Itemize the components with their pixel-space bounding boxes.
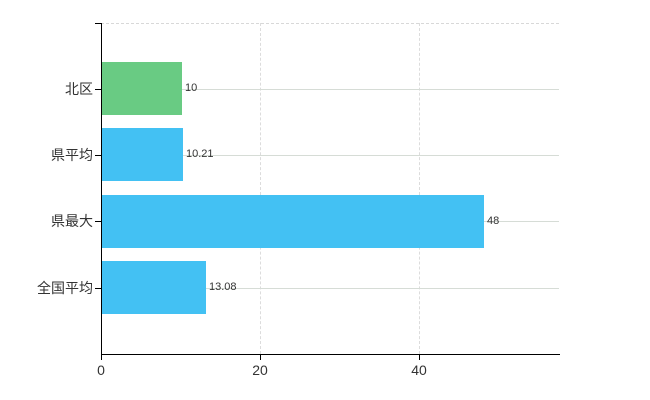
vertical-gridline-20 [260,23,261,354]
value-label-県平均: 10.21 [186,148,214,160]
horizontal-gridline-1 [101,155,559,156]
bar-県最大 [102,195,484,248]
y-axis-tick-0 [95,89,101,90]
value-label-県最大: 48 [487,215,500,227]
y-axis-tick-3 [95,288,101,289]
value-label-北区: 10 [185,82,198,94]
x-axis-line [101,354,560,355]
plot-top-border [101,23,559,24]
x-tick-label-40: 40 [411,362,427,378]
bar-県平均 [102,128,183,181]
y-axis-tick-1 [95,155,101,156]
x-axis-tick-0 [101,355,102,360]
x-axis-tick-40 [419,355,420,360]
category-label-2: 県最大 [51,213,93,229]
y-axis-line [101,23,102,354]
category-label-1: 県平均 [51,147,93,163]
x-tick-label-20: 20 [252,362,268,378]
y-axis-end-tick [95,23,101,24]
bar-北区 [102,62,182,115]
horizontal-gridline-0 [101,89,559,90]
value-label-全国平均: 13.08 [209,281,237,293]
vertical-gridline-40 [419,23,420,354]
bar-全国平均 [102,261,206,314]
category-label-0: 北区 [65,81,93,97]
horizontal-gridline-3 [101,288,559,289]
y-axis-tick-2 [95,221,101,222]
x-axis-tick-20 [260,355,261,360]
category-label-3: 全国平均 [37,280,93,296]
x-tick-label-0: 0 [97,362,105,378]
